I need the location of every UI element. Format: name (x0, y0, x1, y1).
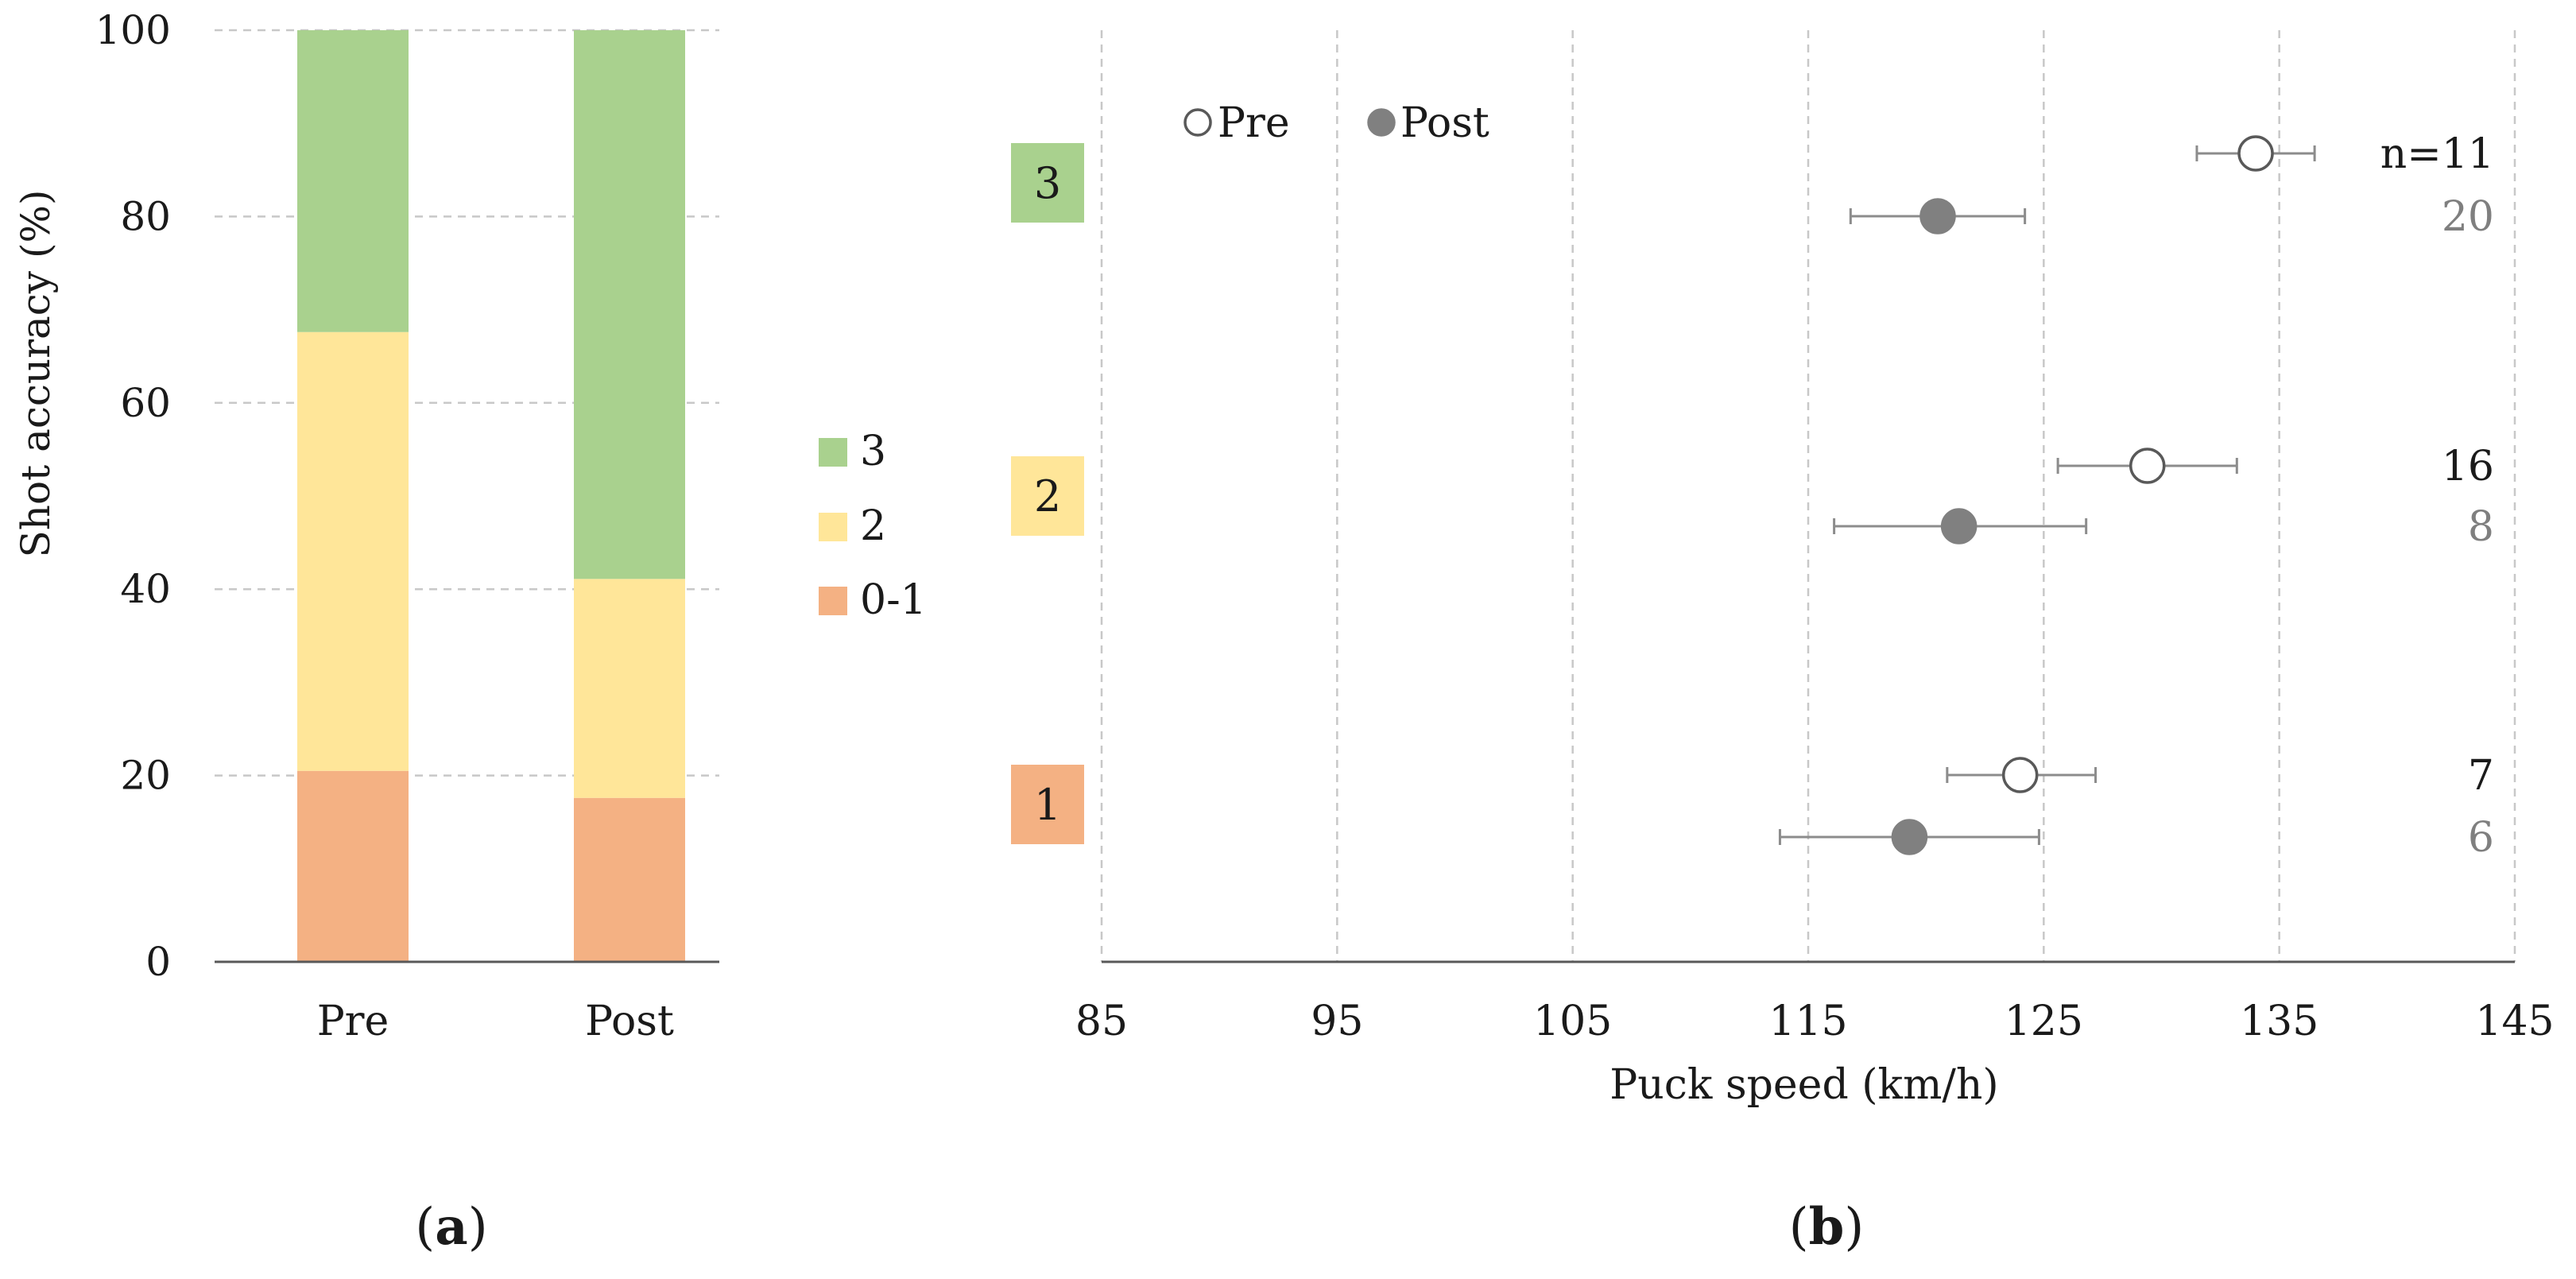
category-box (1011, 765, 1084, 844)
panel-b-caption-letter: b (1809, 1197, 1845, 1257)
legend-marker-post (1367, 108, 1396, 137)
panel-b-x-tick-label: 125 (2005, 998, 2083, 1045)
panel-b-category-labels: 3 2 1 (1011, 143, 1084, 844)
marker-pre (2001, 757, 2039, 793)
point-post-3 (1849, 198, 2027, 234)
category-text: 1 (1034, 780, 1061, 830)
panel-b-x-tick-label: 95 (1311, 998, 1363, 1045)
legend-item-0-1: 0-1 (819, 576, 927, 624)
panel-a-caption: (a) (415, 1197, 487, 1257)
n-label-post-1: 6 (2468, 814, 2494, 862)
marker-pre (2129, 448, 2166, 484)
panel-a-caption-letter: a (435, 1197, 467, 1257)
panel-b-gridlines (1100, 30, 2516, 962)
category-text: 3 (1034, 158, 1061, 208)
panel-b-x-tick-label: 105 (1533, 998, 1612, 1045)
panel-a-y-tick-label: 60 (120, 380, 171, 426)
point-pre-1 (1946, 757, 2098, 793)
n-label-pre-1: 7 (2468, 752, 2494, 800)
category-label-1: 1 (1011, 765, 1084, 844)
n-label-post-3: 20 (2442, 193, 2494, 241)
panel-a-y-tick-label: 40 (120, 566, 171, 612)
legend-item-3: 3 (819, 428, 886, 475)
panel-b-x-axis-label: Puck speed (km/h) (1610, 1061, 1998, 1109)
legend-label: 3 (860, 428, 886, 475)
panel-a-bars (297, 30, 685, 962)
panel-a-y-tick-label: 0 (145, 939, 171, 985)
marker-post (1919, 198, 1956, 234)
panel-a-stacked-bar-chart: 0 20 40 60 80 100 Pre Post Shot accuracy (%) 3… (13, 7, 927, 1257)
panel-b-x-tick-label: 135 (2240, 998, 2318, 1045)
panel-b-x-tick-label: 85 (1075, 998, 1128, 1045)
point-post-2 (1833, 508, 2088, 545)
legend-swatch (819, 438, 847, 467)
point-pre-3 (2195, 135, 2316, 172)
panel-a-x-tick-label: Post (585, 998, 674, 1045)
category-text: 2 (1034, 471, 1061, 521)
bar-segment-post-3 (574, 30, 685, 579)
panel-b-caption: (b) (1789, 1197, 1865, 1257)
panel-b-legend: Pre Post (1183, 99, 1489, 147)
bar-segment-pre-0-1 (297, 770, 409, 962)
panel-a-legend: 3 2 0-1 (819, 428, 927, 624)
panel-b-n-labels: n=11 20 16 8 7 6 (2380, 130, 2494, 862)
legend-swatch (819, 587, 847, 615)
category-box (1011, 143, 1084, 223)
legend-label-pre: Pre (1218, 99, 1290, 147)
n-label-post-2: 8 (2468, 503, 2494, 551)
panel-a-y-tick-label: 100 (95, 7, 171, 53)
bar-segment-post-0-1 (574, 797, 685, 962)
marker-pre (2237, 135, 2274, 172)
category-label-3: 3 (1011, 143, 1084, 223)
panel-b-x-tick-labels: 85 95 105 115 125 135 145 (1075, 998, 2555, 1045)
legend-label-post: Post (1400, 99, 1489, 147)
point-pre-2 (2056, 448, 2238, 484)
panel-a-y-axis-label: Shot accuracy (%) (13, 190, 59, 558)
panel-b-x-tick-label: 145 (2475, 998, 2554, 1045)
panel-a-y-tick-labels: 0 20 40 60 80 100 (95, 7, 171, 985)
panel-b-x-tick-label: 115 (1768, 998, 1847, 1045)
bar-segment-pre-3 (297, 30, 409, 332)
panel-b-dot-plot: 85 95 105 115 125 135 145 Puck speed (km/h) 3 2… (1011, 30, 2555, 1257)
n-label-pre-3: n=11 (2380, 130, 2494, 178)
marker-post (1891, 819, 1928, 855)
legend-marker-pre (1183, 108, 1212, 137)
legend-item-pre: Pre (1183, 99, 1290, 147)
legend-label: 2 (860, 502, 886, 550)
legend-item-post: Post (1367, 99, 1489, 147)
legend-label: 0-1 (860, 576, 927, 624)
legend-item-2: 2 (819, 502, 886, 550)
panel-a-y-tick-label: 20 (120, 753, 171, 799)
marker-post (1940, 508, 1978, 545)
panel-a-y-tick-label: 80 (120, 193, 171, 239)
panel-a-x-tick-labels: Pre Post (317, 998, 674, 1045)
category-label-2: 2 (1011, 456, 1084, 536)
category-box (1011, 456, 1084, 536)
panel-a-x-tick-label: Pre (317, 998, 389, 1045)
n-label-pre-2: 16 (2442, 443, 2494, 490)
bar-segment-pre-2 (297, 331, 409, 771)
legend-swatch (819, 513, 847, 541)
bar-segment-post-2 (574, 579, 685, 798)
point-post-1 (1778, 819, 2040, 855)
panel-b-points (1778, 135, 2316, 855)
